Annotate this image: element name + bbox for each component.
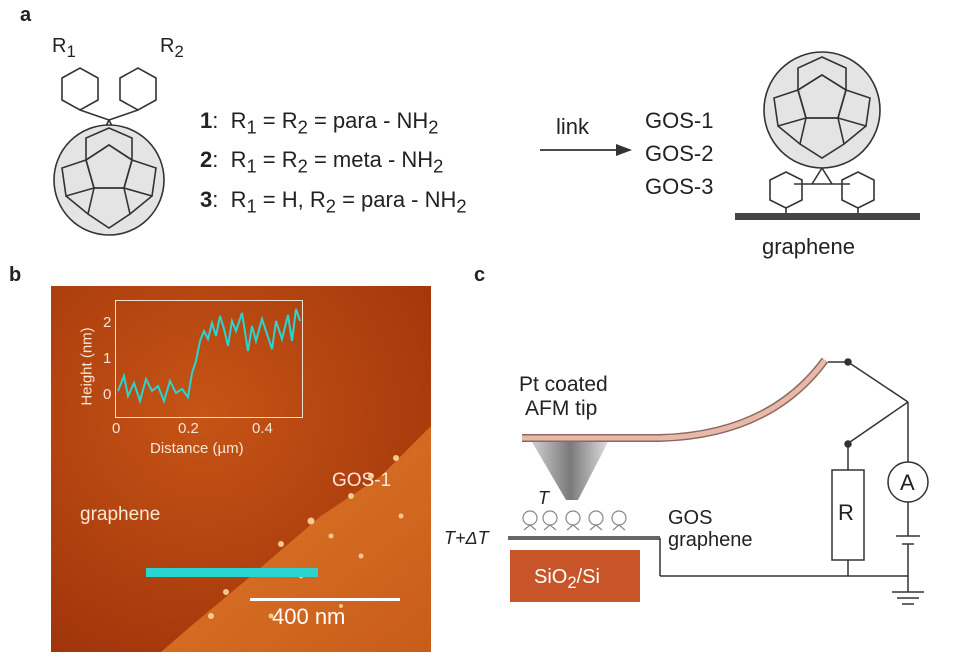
circuit-wiring: [659, 358, 929, 605]
height-profile-line: [117, 308, 301, 405]
afm-image: [51, 286, 431, 652]
temperature-t-dt: T+ΔT: [444, 528, 489, 548]
compound-row: 3: R1 = H, R2 = para - NH2: [200, 186, 467, 217]
profile-line-marker: [146, 568, 318, 577]
afm-tip-label: Pt coated AFM tip: [519, 373, 608, 420]
xtick-0-4: 0.4: [252, 420, 273, 437]
gos-graphene-label: GOS graphene: [668, 507, 753, 551]
temperature-t: T: [538, 488, 549, 508]
ytick-1: 1: [103, 350, 112, 367]
product-gos-1: GOS-1: [645, 108, 714, 133]
gos-region-label: GOS-1: [332, 470, 392, 491]
ytick-0: 0: [103, 386, 112, 403]
substrate-label: SiO2/Si: [534, 566, 600, 592]
fullerene-molecule-left: [53, 67, 165, 236]
sio2-substrate: [510, 550, 640, 602]
panel-label-c: c: [474, 264, 486, 286]
graphene-region-label: graphene: [80, 504, 161, 525]
scale-bar: [250, 598, 400, 601]
ytick-2: 2: [103, 314, 112, 331]
product-gos-2: GOS-2: [645, 141, 714, 166]
arrow-head: [616, 144, 632, 156]
xtick-0-2: 0.2: [178, 420, 199, 437]
fullerene-molecule-right: [763, 51, 881, 214]
inset-ylabel: Height (nm): [78, 327, 96, 406]
graphene-label: graphene: [762, 234, 855, 259]
xtick-0: 0: [112, 420, 121, 437]
r1-label: R1: [52, 35, 76, 61]
gos-molecules: [522, 510, 627, 531]
panel-a-graphics: [53, 51, 920, 236]
ammeter-label: A: [900, 470, 915, 495]
compound-row: 1: R1 = R2 = para - NH2: [200, 108, 439, 138]
r2-label: R2: [160, 35, 184, 61]
graphene-sheet: [735, 213, 920, 220]
product-list: GOS-1 GOS-2 GOS-3: [645, 104, 713, 203]
compound-row: 2: R1 = R2 = meta - NH2: [200, 147, 444, 177]
panel-label-b: b: [9, 264, 22, 286]
height-profile-plot: [117, 308, 301, 405]
product-gos-3: GOS-3: [645, 174, 714, 199]
profile-inset: [115, 300, 303, 418]
afm-tip: [532, 442, 608, 500]
scale-bar-label: 400 nm: [272, 604, 346, 629]
inset-xlabel: Distance (µm): [150, 440, 244, 457]
resistor-label: R: [838, 500, 854, 525]
arrow-label: link: [556, 114, 590, 139]
panel-c-circuit: [508, 357, 929, 605]
panel-label-a: a: [20, 4, 32, 26]
compound-list: 1: R1 = R2 = para - NH2 2: R1 = R2 = met…: [200, 104, 540, 222]
afm-topography: [51, 286, 431, 652]
